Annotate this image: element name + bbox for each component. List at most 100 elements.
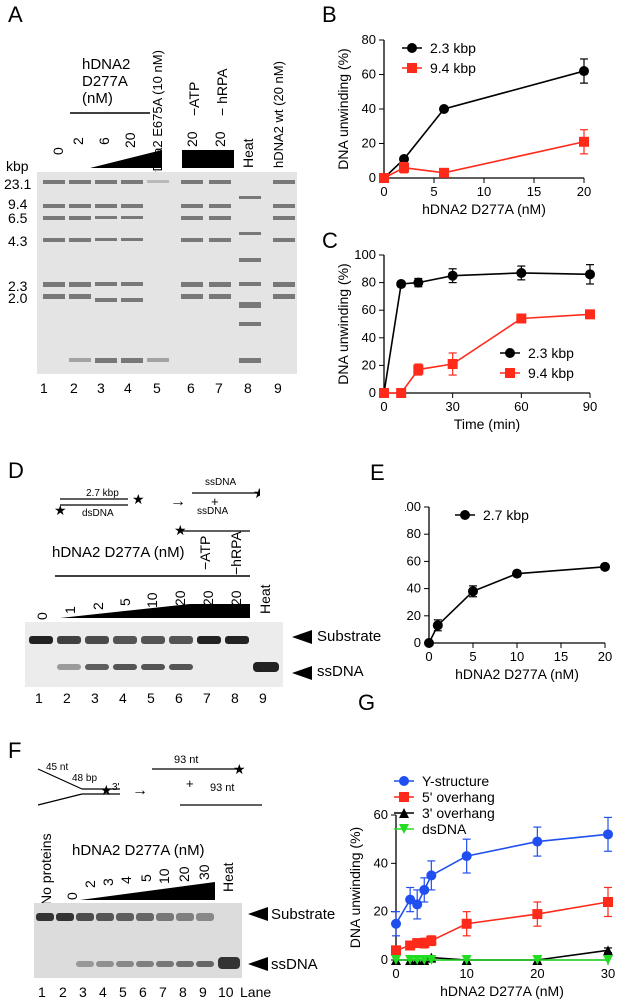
- y-tick-label: 40: [362, 330, 376, 345]
- conc-label: 20: [212, 131, 228, 147]
- data-point: [379, 388, 389, 398]
- f-scheme-bottom: 93 nt: [210, 782, 235, 794]
- conc-label: 2: [90, 602, 106, 610]
- lane-number: 3: [79, 984, 87, 1000]
- data-point: [579, 66, 589, 77]
- y-axis-label: DNA unwinding (%): [348, 827, 363, 948]
- y-tick-label: 60: [374, 807, 388, 822]
- series-9-4-kbp: [379, 309, 595, 398]
- band-label-substrate-d: Substrate: [317, 628, 382, 645]
- y-tick-label: 0: [369, 170, 376, 185]
- svg-text:★: ★: [100, 782, 113, 798]
- y-tick-label: 60: [362, 67, 376, 82]
- yeast-control-label: yDna2 E675A (10 nM): [150, 50, 165, 178]
- d-scheme-label-bottom: dsDNA: [82, 508, 114, 519]
- x-tick-label: 15: [527, 184, 541, 199]
- y-tick-label: 20: [374, 904, 388, 919]
- f-scheme-top: 93 nt: [174, 754, 199, 766]
- y-tick-label: 60: [407, 553, 421, 568]
- panel-label-b: B: [322, 2, 337, 27]
- conc-label: 0: [64, 892, 80, 900]
- x-tick-label: 10: [459, 966, 473, 981]
- d-scheme-plus: +: [211, 494, 219, 509]
- data-point: [447, 359, 458, 370]
- data-point: [412, 938, 423, 949]
- data-point: [379, 173, 389, 183]
- data-point: [461, 851, 472, 862]
- data-point: [405, 894, 416, 905]
- panel-label-c: C: [322, 228, 338, 253]
- legend-marker: [399, 792, 409, 802]
- y-tick-label: 80: [362, 32, 376, 47]
- x-axis-label: hDNA2 D277A (nM): [440, 983, 564, 999]
- legend-label: 9.4 kbp: [528, 365, 574, 381]
- concentration-wedge-f: [80, 882, 215, 900]
- ssdna-arrow-icon: [292, 666, 312, 680]
- x-tick-label: 10: [510, 649, 524, 664]
- f-scheme-3prime: 3': [112, 782, 120, 793]
- x-tick-label: 5: [430, 184, 437, 199]
- protein-label-a: hDNA2 D277A (nM): [82, 56, 131, 107]
- conc-label: 5: [117, 598, 133, 606]
- lane-number: 8: [231, 690, 239, 706]
- lane-number: 6: [139, 984, 147, 1000]
- data-point: [432, 620, 443, 631]
- lane-numbers-d: 1 2 3 4 5 6 7 8 9: [0, 690, 300, 710]
- data-point: [439, 167, 449, 178]
- data-point: [426, 870, 437, 881]
- gel-bands-a: [43, 180, 295, 363]
- data-point: [532, 909, 543, 920]
- conc-label: 20: [122, 132, 138, 148]
- data-point: [413, 364, 424, 375]
- minus-hrpa-label-d: −hRPA: [228, 531, 244, 575]
- lane-bar-6-7: [182, 150, 234, 168]
- f-scheme-plus: +: [186, 776, 194, 791]
- lane-number: 2: [59, 984, 67, 1000]
- data-point: [512, 568, 522, 579]
- data-point: [412, 955, 423, 965]
- panel-label-e: E: [370, 460, 385, 485]
- lane-number: 8: [244, 380, 252, 396]
- conc-label: 4: [118, 876, 134, 884]
- d-gel-annotations: [55, 575, 250, 618]
- kbp-header: kbp: [6, 158, 29, 174]
- y-tick-label: 20: [362, 136, 376, 151]
- legend-marker: [407, 63, 417, 73]
- heat-label-d: Heat: [257, 584, 273, 614]
- data-point: [391, 945, 401, 956]
- series-5-overhang: [391, 886, 613, 956]
- lane-number: 4: [119, 690, 127, 706]
- heat-label-f: Heat: [220, 862, 236, 892]
- d-scheme-right-bottom: ssDNA: [197, 506, 229, 517]
- x-tick-label: 60: [514, 399, 528, 414]
- x-axis-label: hDNA2 D277A (nM): [422, 201, 546, 217]
- substrate-arrow-icon: [292, 630, 312, 644]
- lane-number: 8: [179, 984, 187, 1000]
- lane-number: 3: [97, 380, 105, 396]
- legend-label: 2.3 kbp: [528, 345, 574, 361]
- legend-label: 2.3 kbp: [430, 40, 476, 56]
- data-point: [603, 897, 613, 907]
- chart-b: 0 5 10 15 20 0 20 40 60 80 hDNA2 D277A (nM) DNA unw…: [335, 32, 591, 217]
- kbp-marker: 9.4: [8, 196, 28, 212]
- lane-number: 1: [38, 984, 46, 1000]
- y-tick-label: 80: [407, 526, 421, 541]
- x-tick-label: 0: [380, 184, 387, 199]
- lane-number: 2: [63, 690, 71, 706]
- svg-text:★: ★: [174, 522, 187, 535]
- lane-numbers-f: 1 2 3 4 5 6 7 8 9 10 Lane: [0, 984, 320, 1004]
- lane-number: 9: [259, 690, 267, 706]
- chart-c: 0 30 60 90 0 20 40 60 80 100 Time (min) DNA unwindi…: [335, 247, 597, 432]
- f-arrow: →: [132, 782, 148, 799]
- d-scheme-right-top: ssDNA: [205, 477, 237, 488]
- lane-number: 1: [35, 690, 43, 706]
- x-tick-label: 5: [469, 649, 476, 664]
- conc-label: 1: [62, 606, 78, 614]
- x-tick-label: 10: [477, 184, 491, 199]
- legend-marker: [399, 824, 409, 834]
- legend-label: 2.7 kbp: [483, 507, 529, 523]
- x-tick-label: 0: [380, 399, 387, 414]
- minus-atp-label-d: −ATP: [197, 535, 213, 570]
- legend-marker: [505, 368, 515, 378]
- y-tick-label: 0: [381, 952, 388, 967]
